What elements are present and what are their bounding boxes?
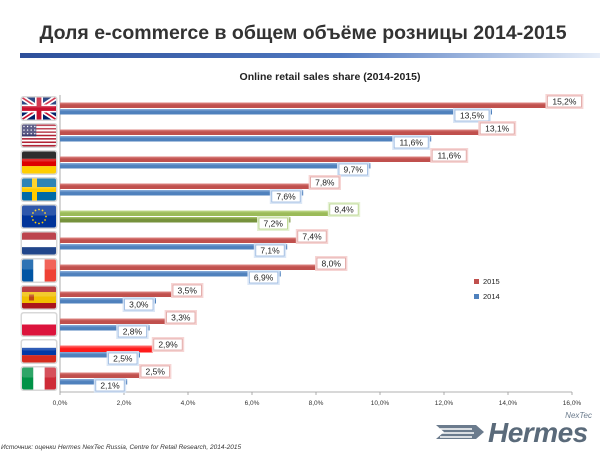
label-2015-france: 8,0% — [322, 259, 342, 269]
label-2015-russia: 2,9% — [158, 340, 178, 350]
netherlands-flag-icon — [20, 231, 58, 256]
poland-flag-icon — [20, 312, 58, 337]
slide-title: Доля e-commerce в общем объёме розницы 2… — [39, 22, 567, 44]
label-2014-eu: 7,2% — [264, 219, 284, 229]
label-2014-sweden-box — [271, 190, 301, 203]
chart-title: Online retail sales share (2014-2015) — [240, 71, 421, 83]
bar-2015-sweden — [60, 183, 310, 189]
label-2014-france-box — [248, 271, 279, 284]
label-2015-germany-box — [431, 149, 467, 162]
label-2015-russia-box — [153, 338, 183, 351]
germany-flag-icon — [20, 150, 58, 175]
bar-2015-france — [60, 264, 316, 270]
bar-2014-netherlands — [60, 244, 288, 250]
label-2014-spain: 3,0% — [129, 300, 149, 310]
label-2014-poland: 2,8% — [123, 327, 143, 337]
label-2014-sweden: 7,6% — [276, 192, 296, 202]
bar-2015-eu — [60, 210, 329, 216]
label-2014-usa-box — [393, 136, 429, 149]
bar-2015-germany — [60, 156, 432, 162]
bar-2014-sweden — [60, 190, 304, 196]
x-tick-label: 14,0% — [499, 400, 518, 407]
x-tick-label: 4,0% — [181, 400, 196, 407]
x-tick-label: 8,0% — [309, 400, 324, 407]
label-2014-france: 6,9% — [254, 273, 274, 283]
bar-2015-russia — [60, 345, 153, 353]
label-2015-eu: 8,4% — [334, 205, 354, 215]
label-2014-netherlands: 7,1% — [260, 246, 280, 256]
bar-2014-spain — [60, 298, 156, 304]
sweden-flag-icon — [20, 177, 58, 202]
x-tick-label: 0,0% — [53, 400, 68, 407]
legend-label-2014: 2014 — [483, 292, 500, 301]
bar-2014-germany — [60, 163, 371, 169]
label-2015-uk: 15,2% — [552, 97, 577, 107]
bar-2015-usa — [60, 129, 480, 135]
legend-swatch-2014 — [474, 294, 479, 299]
label-2015-usa-box — [479, 122, 515, 135]
bar-2014-eu — [60, 217, 291, 223]
label-2015-germany: 11,6% — [437, 151, 461, 161]
label-2015-uk-box — [547, 95, 582, 108]
source-note: Источник: оценки Hermes NexTec Russia, C… — [1, 444, 242, 451]
bar-2014-italy — [60, 379, 128, 385]
logo-word: Hermes — [488, 417, 588, 448]
x-tick-label: 6,0% — [245, 400, 260, 407]
label-2015-spain: 3,5% — [178, 286, 198, 296]
label-2014-spain-box — [124, 298, 154, 311]
label-2014-germany-box — [338, 163, 368, 176]
label-2015-usa: 13,1% — [485, 124, 510, 134]
spain-flag-icon — [20, 285, 58, 310]
hermes-logo: NexTec Hermes — [436, 411, 596, 448]
label-2015-italy: 2,5% — [146, 367, 166, 377]
label-2015-poland: 3,3% — [171, 313, 191, 323]
bar-2015-italy — [60, 372, 140, 378]
france-flag-icon — [20, 258, 58, 283]
label-2015-netherlands-box — [297, 230, 327, 243]
title-rule — [20, 53, 600, 58]
label-2014-uk-box — [454, 109, 490, 122]
x-tick-label: 12,0% — [435, 400, 454, 407]
logo-sub: NexTec — [565, 411, 592, 420]
label-2015-italy-box — [140, 365, 170, 378]
label-2014-italy: 2,1% — [100, 381, 120, 391]
label-2015-spain-box — [172, 284, 202, 297]
russia-flag-icon — [20, 339, 58, 364]
label-2014-uk: 13,5% — [460, 111, 485, 121]
bar-2015-spain — [60, 291, 172, 297]
legend-label-2015: 2015 — [483, 277, 500, 286]
label-2014-eu-box — [258, 217, 288, 230]
label-2015-eu-box — [329, 203, 359, 216]
bar-2015-netherlands — [60, 237, 297, 243]
bar-2014-uk — [60, 109, 492, 115]
bar-2014-russia — [60, 352, 140, 358]
bar-2014-france — [60, 271, 281, 277]
bar-2014-usa — [60, 136, 432, 142]
x-tick-label: 10,0% — [371, 400, 390, 407]
bar-2015-uk — [60, 102, 547, 108]
label-2014-poland-box — [117, 325, 147, 338]
label-2015-sweden-box — [310, 176, 340, 189]
bar-2015-poland — [60, 318, 166, 324]
hermes-arrow-icon — [436, 425, 484, 439]
x-tick-label: 16,0% — [563, 400, 582, 407]
uk-flag-icon — [20, 96, 58, 121]
x-tick-label: 2,0% — [117, 400, 132, 407]
eu-flag-icon — [20, 204, 58, 229]
usa-flag-icon — [20, 123, 58, 148]
label-2014-germany: 9,7% — [344, 165, 364, 175]
label-2014-russia-box — [108, 352, 138, 365]
label-2015-france-box — [316, 257, 346, 270]
label-2014-usa: 11,6% — [399, 138, 423, 148]
label-2014-italy-box — [95, 379, 125, 392]
label-2014-netherlands-box — [255, 244, 285, 257]
legend-swatch-2015 — [474, 279, 479, 284]
label-2015-poland-box — [166, 311, 196, 324]
label-2014-russia: 2,5% — [113, 354, 133, 364]
bar-2014-poland — [60, 325, 150, 331]
italy-flag-icon — [20, 366, 58, 391]
label-2015-netherlands: 7,4% — [302, 232, 322, 242]
label-2015-sweden: 7,8% — [315, 178, 335, 188]
